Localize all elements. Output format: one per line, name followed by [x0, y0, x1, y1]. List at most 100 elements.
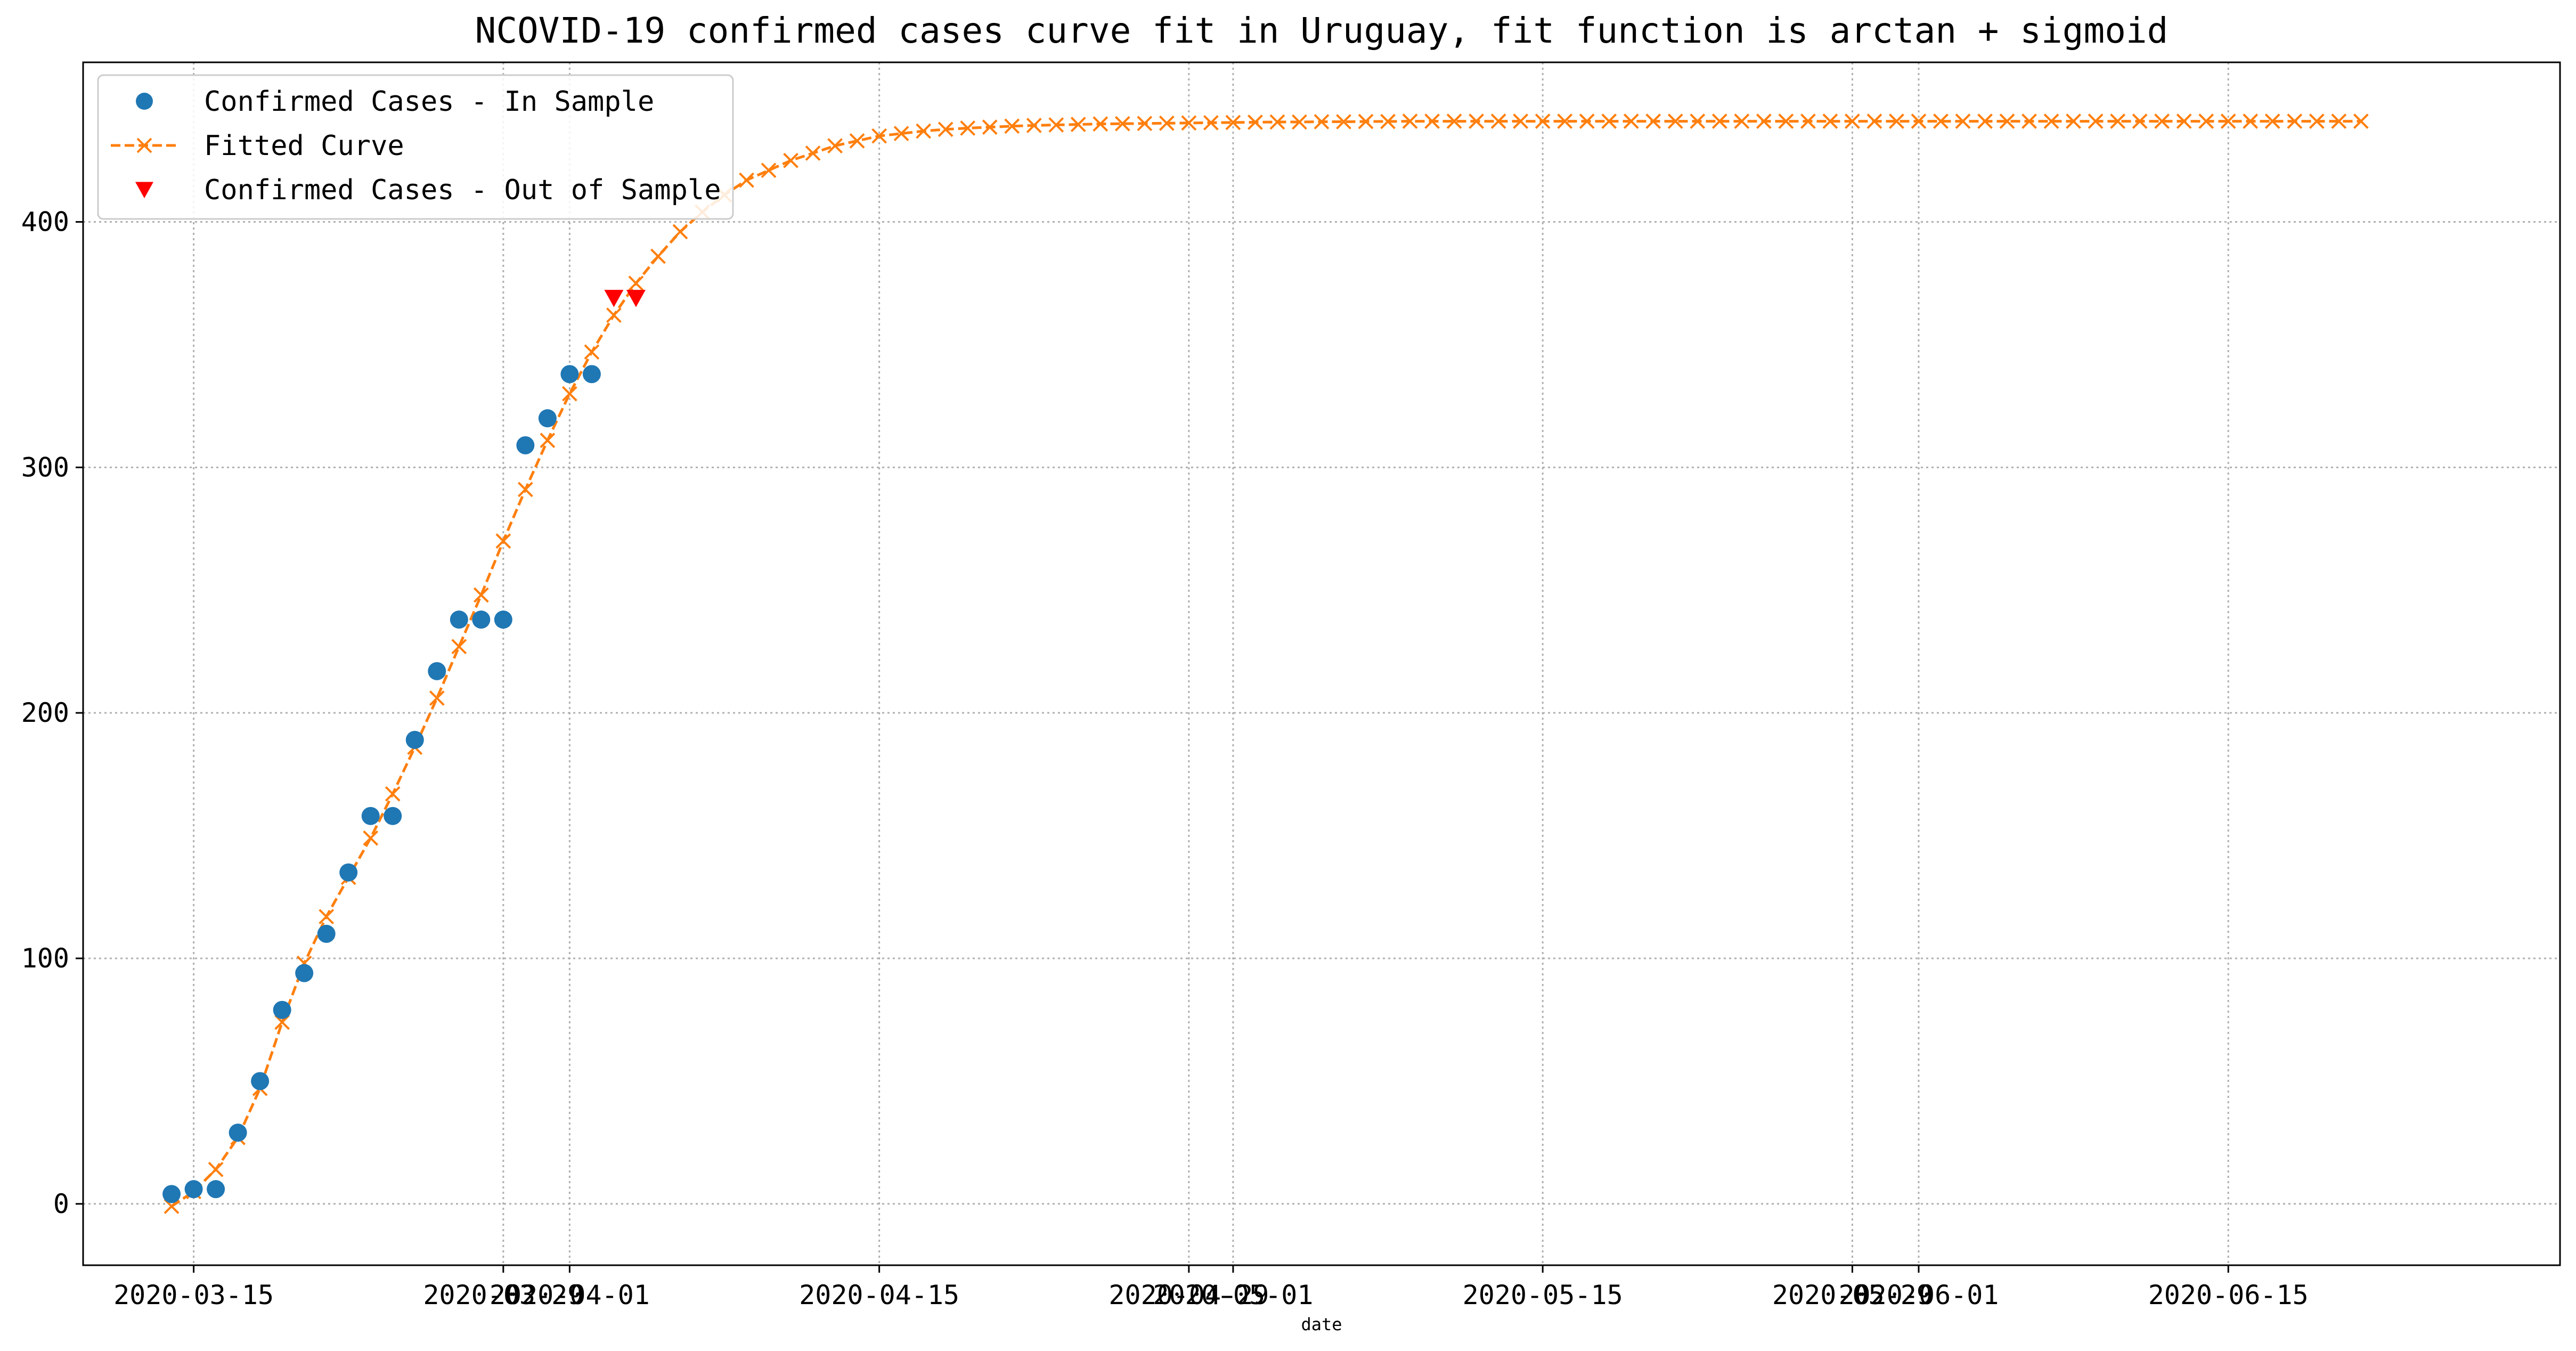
- fitted-curve-marker: [1756, 113, 1772, 129]
- fitted-curve-marker: [451, 639, 467, 655]
- fitted-curve-marker: [584, 344, 600, 360]
- fitted-curve-marker: [1070, 117, 1086, 133]
- y-tick-label: 100: [21, 943, 69, 974]
- fitted-curve-marker: [1933, 113, 1949, 129]
- fitted-curve-marker: [1203, 115, 1219, 131]
- fitted-curve-marker: [2220, 113, 2236, 129]
- fitted-curve-marker: [1292, 114, 1307, 130]
- x-tick-label: 2020-04-15: [799, 1280, 959, 1311]
- fitted-curve-marker: [672, 224, 688, 240]
- fitted-curve-marker: [1955, 113, 1971, 129]
- fitted-curve-marker: [982, 119, 998, 135]
- fitted-curve-marker: [1225, 115, 1241, 131]
- fitted-curve-marker: [2132, 113, 2148, 129]
- fitted-curve-marker: [1800, 113, 1816, 129]
- fitted-curve-marker: [1513, 113, 1529, 129]
- legend-marker-out-of-sample: [135, 182, 153, 199]
- in-sample-point: [162, 1185, 181, 1203]
- fitted-curve-marker: [1579, 113, 1595, 129]
- fitted-curve-series: [164, 113, 2369, 1214]
- in-sample-point: [472, 611, 491, 629]
- fitted-curve-marker: [2021, 113, 2037, 129]
- legend-box: [97, 74, 734, 220]
- fitted-curve-marker: [2331, 113, 2347, 129]
- fitted-curve-marker: [2264, 113, 2280, 129]
- fitted-curve-marker: [783, 152, 798, 168]
- legend-marker-in-sample: [136, 93, 153, 110]
- fitted-curve-marker: [1314, 114, 1330, 129]
- x-tick-label: 2020-03-29: [423, 1280, 583, 1311]
- fitted-curve-marker: [1977, 113, 1993, 129]
- fitted-curve-marker: [938, 121, 953, 137]
- fitted-curve-marker: [2287, 113, 2303, 129]
- in-sample-point: [317, 924, 336, 943]
- in-sample-point: [538, 409, 557, 428]
- fitted-curve-marker: [2110, 113, 2126, 129]
- y-tick-label: 0: [53, 1189, 69, 1219]
- fitted-curve-marker: [1667, 113, 1683, 129]
- fitted-curve-marker: [1999, 113, 2015, 129]
- fitted-curve-marker: [1469, 113, 1485, 129]
- fitted-curve-marker: [2309, 113, 2325, 129]
- fitted-curve-marker: [208, 1161, 224, 1177]
- fitted-curve-marker: [827, 138, 843, 154]
- x-tick-label: 2020-05-15: [1463, 1280, 1623, 1311]
- plot-frame: [82, 61, 2561, 1266]
- fitted-curve-marker: [1889, 113, 1904, 129]
- fitted-curve-marker: [1645, 113, 1661, 129]
- out-of-sample-point: [626, 290, 646, 307]
- fitted-curve-marker: [960, 120, 976, 136]
- fitted-curve-marker: [2154, 113, 2170, 129]
- legend-label: Fitted Curve: [204, 130, 404, 162]
- in-sample-point: [251, 1072, 270, 1090]
- fitted-curve-marker: [1336, 114, 1351, 129]
- in-sample-series: [162, 365, 601, 1203]
- fitted-curve-marker: [1623, 113, 1639, 129]
- fitted-curve-marker: [805, 145, 821, 161]
- fitted-curve-marker: [893, 126, 909, 142]
- fitted-curve-marker: [1535, 113, 1551, 129]
- in-sample-point: [207, 1180, 225, 1199]
- fitted-curve-marker: [1911, 113, 1927, 129]
- legend-label: Confirmed Cases - Out of Sample: [204, 174, 721, 206]
- in-sample-point: [516, 436, 535, 454]
- fitted-curve-marker: [916, 123, 932, 139]
- fitted-curve-marker: [606, 307, 622, 323]
- fitted-curve-marker: [429, 690, 445, 706]
- fitted-curve-marker: [628, 275, 644, 291]
- fitted-curve-marker: [1490, 113, 1506, 129]
- in-sample-point: [339, 863, 358, 882]
- y-tick-label: 400: [21, 207, 69, 238]
- fitted-curve-marker: [1711, 113, 1727, 129]
- in-sample-point: [273, 1000, 291, 1019]
- fitted-curve-marker: [1778, 113, 1794, 129]
- fitted-curve-marker: [1734, 113, 1750, 129]
- fitted-curve-marker: [1114, 116, 1130, 132]
- out-of-sample-point: [604, 290, 624, 307]
- fitted-curve-marker: [1093, 116, 1108, 132]
- fitted-curve-marker: [739, 172, 754, 188]
- in-sample-point: [384, 807, 402, 825]
- fitted-curve-marker: [495, 533, 511, 549]
- x-tick-label: 2020-05-29: [1772, 1280, 1933, 1311]
- fitted-curve-marker: [849, 133, 865, 149]
- fitted-curve-marker: [319, 909, 335, 925]
- fitted-curve-marker: [1358, 113, 1374, 129]
- fitted-curve-marker: [1181, 115, 1197, 131]
- fitted-curve-marker: [2198, 113, 2214, 129]
- fitted-curve-marker: [1004, 118, 1020, 134]
- fitted-curve-marker: [1424, 113, 1440, 129]
- y-tick-label: 200: [21, 697, 69, 728]
- in-sample-point: [405, 730, 424, 749]
- fitted-curve-marker: [761, 162, 777, 178]
- fitted-curve-marker: [650, 248, 666, 264]
- fitted-curve-marker: [1269, 114, 1285, 130]
- x-tick-label: 2020-03-15: [113, 1280, 274, 1311]
- fitted-curve-marker: [1380, 113, 1396, 129]
- fitted-curve-marker: [1866, 113, 1882, 129]
- fitted-curve-marker: [1845, 113, 1860, 129]
- in-sample-point: [582, 365, 601, 384]
- in-sample-point: [494, 611, 512, 629]
